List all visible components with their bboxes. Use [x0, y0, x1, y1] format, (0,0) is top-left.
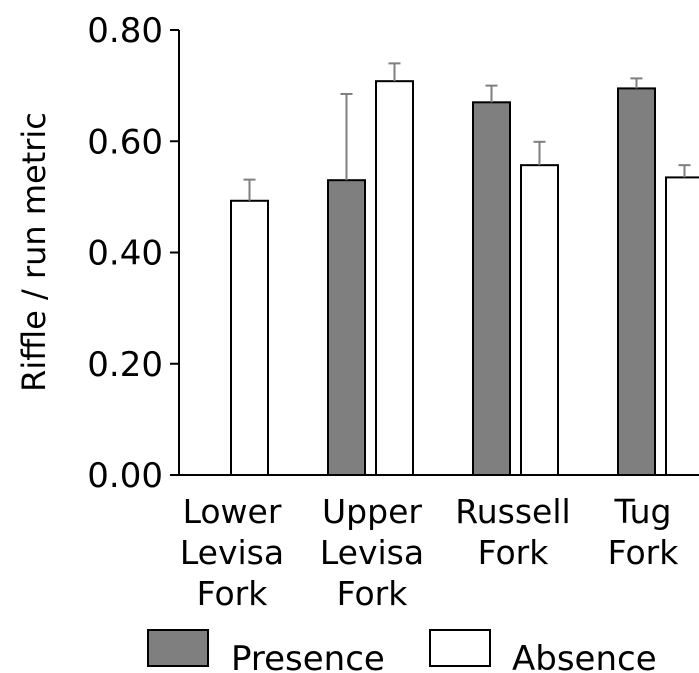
- y-tick-label: 0.60: [87, 122, 163, 162]
- bars: [230, 80, 699, 477]
- x-category-label-line: Levisa: [320, 533, 424, 572]
- bar-presence-1: [327, 179, 366, 476]
- bar-absence-0: [230, 199, 269, 477]
- x-category-label: Upper Levisa Fork: [320, 492, 424, 613]
- bar-presence-3: [617, 87, 656, 476]
- x-category-label: Russell Fork: [455, 492, 570, 572]
- y-tick-label: 0.80: [87, 11, 163, 51]
- bar-absence-2: [520, 164, 559, 476]
- bar-absence-3: [665, 176, 699, 476]
- legend: Presence Absence: [147, 629, 657, 673]
- x-category-label-line: Upper: [322, 492, 422, 531]
- x-category-label-line: Levisa: [180, 533, 284, 572]
- y-axis-ticks: 0.00 0.20 0.40 0.60 0.80: [87, 11, 179, 496]
- y-tick-label: 0.20: [87, 345, 163, 385]
- legend-label-absence: Absence: [512, 639, 657, 673]
- x-category-label-line: Fork: [197, 574, 269, 613]
- legend-label-presence: Presence: [231, 639, 385, 673]
- legend-swatch-absence: [429, 629, 491, 667]
- x-category-label-line: Tug: [613, 492, 671, 531]
- x-category-label: Lower Levisa Fork: [180, 492, 284, 613]
- x-category-label-line: Russell: [455, 492, 570, 531]
- bar-presence-2: [472, 101, 511, 476]
- error-bars: [243, 62, 691, 201]
- x-category-label-line: Fork: [608, 533, 680, 572]
- x-category-label-line: Fork: [337, 574, 409, 613]
- axes: [178, 30, 699, 476]
- x-category-label: Tug Fork: [608, 492, 680, 572]
- x-category-label-line: Fork: [478, 533, 550, 572]
- legend-swatch-presence: [147, 629, 209, 667]
- y-tick-label: 0.00: [87, 456, 163, 496]
- bar-absence-1: [375, 80, 414, 477]
- x-category-label-line: Lower: [183, 492, 282, 531]
- y-axis-title: Riffle / run metric: [15, 112, 53, 392]
- y-tick-label: 0.40: [87, 234, 163, 274]
